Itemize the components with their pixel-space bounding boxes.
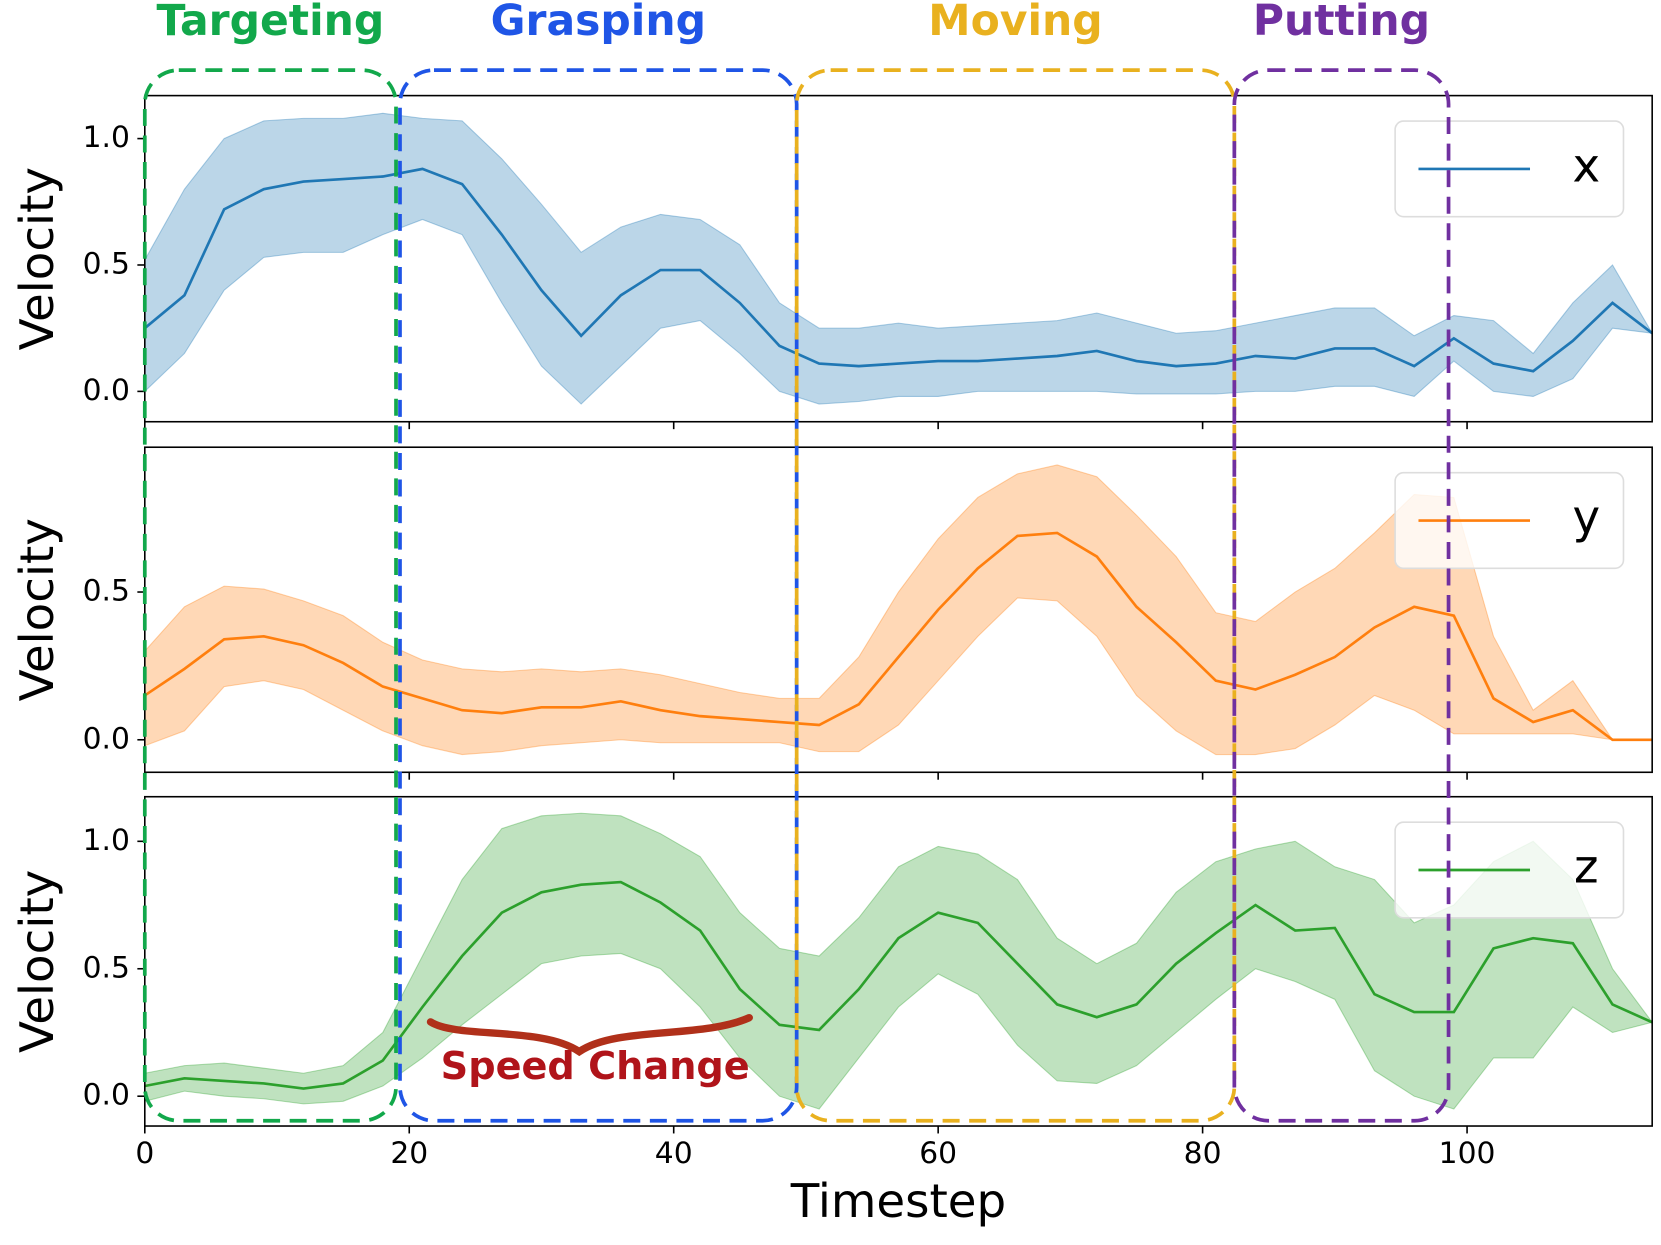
legend-label: x: [1572, 139, 1600, 193]
mean-line: [144, 531, 1653, 742]
panel: 0.0 0.5 1.0 0 20 40 60 80 100 Velocity Timestep z: [11, 795, 1654, 1229]
x-tick-label: 100: [1439, 1136, 1496, 1171]
x-axis-label: Timestep: [790, 1175, 1006, 1229]
legend-label: z: [1574, 841, 1599, 895]
y-tick-label: 1.0: [83, 823, 130, 858]
confidence-band: [144, 112, 1654, 405]
phase-label: Moving: [928, 0, 1102, 46]
y-tick-label: 1.0: [83, 120, 130, 155]
x-tick-label: 60: [919, 1136, 957, 1171]
y-tick-label: 0.0: [83, 1078, 130, 1113]
y-tick-label: 0.0: [83, 373, 130, 408]
y-tick-label: 0.0: [83, 721, 130, 756]
y-axis-label: Velocity: [11, 518, 65, 701]
plot-frame: [143, 446, 1653, 774]
x-tick-label: 80: [1184, 1136, 1222, 1171]
y-axis-label: Velocity: [11, 870, 65, 1053]
phase-label: Putting: [1253, 0, 1430, 46]
phase-label: Grasping: [491, 0, 706, 46]
phase-region: [398, 68, 799, 1123]
confidence-band: [144, 812, 1654, 1110]
x-tick-label: 20: [390, 1136, 428, 1171]
phase-region: [142, 68, 398, 1123]
x-tick-label: 40: [655, 1136, 693, 1171]
panel: 0.0 0.5 Velocity y: [11, 446, 1653, 780]
y-axis-label: Velocity: [11, 167, 65, 350]
legend-label: y: [1572, 491, 1600, 545]
y-tick-label: 0.5: [83, 950, 130, 985]
panel: 0.0 0.5 1.0 Velocity x: [11, 94, 1654, 430]
x-tick-label: 0: [135, 1136, 154, 1171]
phase-region: [1232, 68, 1451, 1123]
phase-label: Targeting: [156, 0, 384, 46]
speed-change-label: Speed Change: [441, 1045, 750, 1089]
speed-change-brace: [426, 1013, 753, 1057]
y-tick-label: 0.5: [83, 574, 130, 609]
y-tick-label: 0.5: [83, 246, 130, 281]
